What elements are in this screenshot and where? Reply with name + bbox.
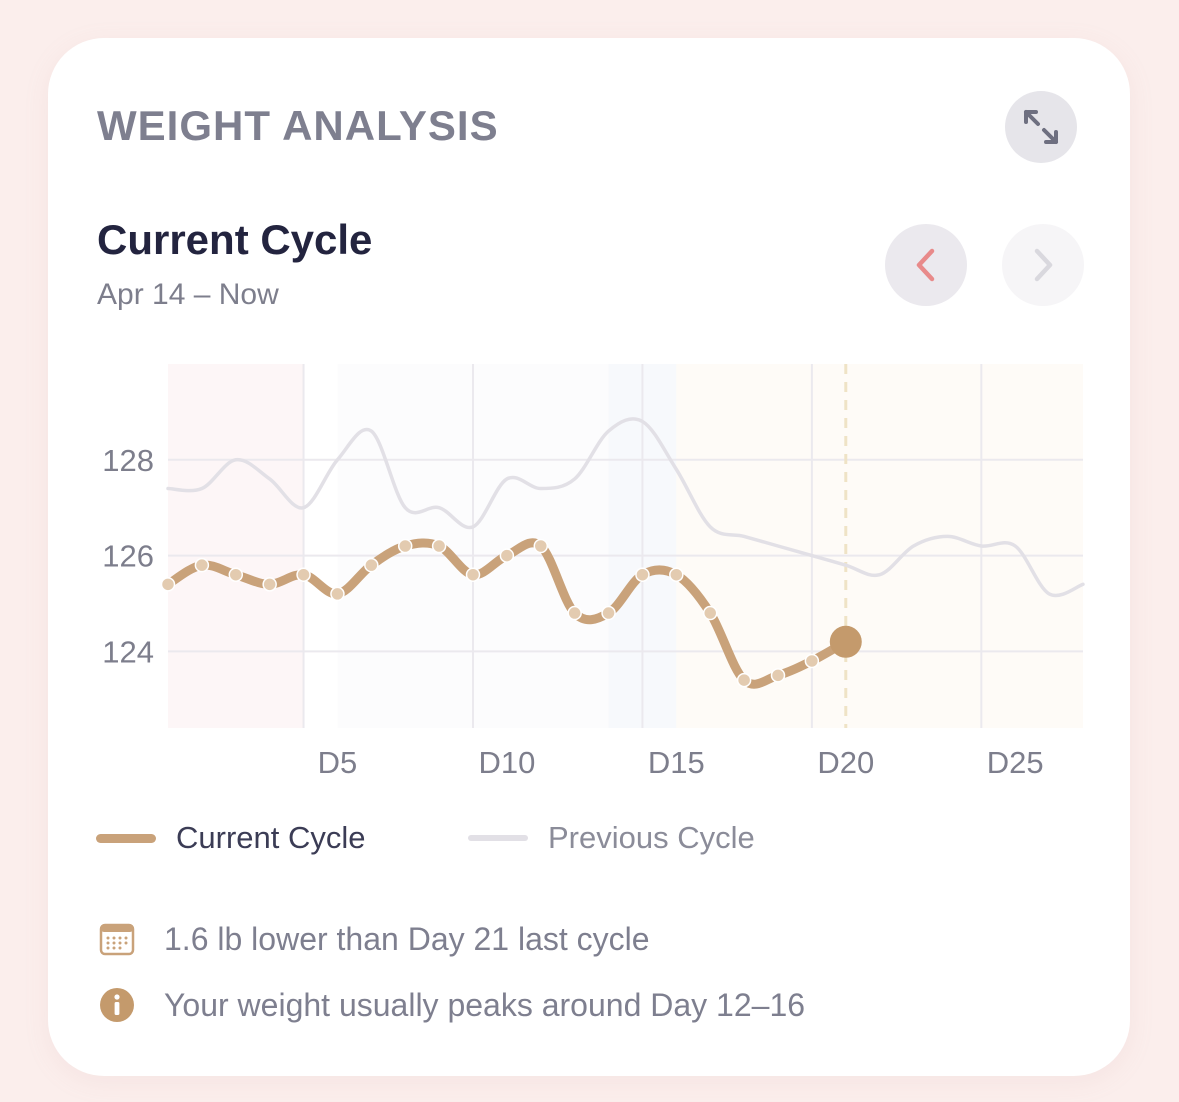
current-cycle-point	[431, 538, 447, 554]
current-cycle-point	[567, 605, 582, 621]
current-cycle-point	[770, 668, 786, 683]
expand-button[interactable]	[1005, 91, 1077, 163]
cycle-title: Current Cycle	[97, 216, 373, 263]
expand-arrows-icon	[1024, 110, 1058, 144]
current-cycle-point	[533, 538, 549, 554]
x-tick-label: D15	[648, 745, 705, 780]
current-cycle-point	[804, 653, 820, 669]
insight-peak-text: Your weight usually peaks around Day 12–…	[164, 986, 806, 1023]
current-cycle-point	[262, 577, 277, 592]
insight-comparison: 1.6 lb lower than Day 21 last cycle	[98, 920, 650, 958]
info-icon	[98, 986, 136, 1024]
current-cycle-point	[499, 548, 515, 563]
calendar-icon	[98, 920, 136, 958]
insight-comparison-text: 1.6 lb lower than Day 21 last cycle	[164, 920, 650, 957]
current-day-marker	[829, 625, 862, 658]
next-cycle-button[interactable]	[1002, 224, 1084, 306]
weight-line-chart: D5 D10 D15 D20 D25 124 126 128	[102, 364, 1085, 780]
y-tick-label: 128	[102, 443, 154, 478]
section-title: WEIGHT ANALYSIS	[97, 102, 499, 149]
current-cycle-point	[669, 567, 684, 582]
current-cycle-point	[635, 567, 650, 582]
chevron-left-icon	[916, 248, 935, 282]
y-tick-label: 126	[102, 539, 154, 574]
x-tick-label: D10	[478, 745, 535, 780]
y-tick-label: 124	[102, 634, 154, 669]
current-cycle-point	[465, 567, 481, 582]
previous-cycle-line	[166, 417, 1085, 598]
legend-current-label: Current Cycle	[176, 820, 366, 855]
insight-peak: Your weight usually peaks around Day 12–…	[98, 986, 805, 1024]
current-cycle-point	[160, 577, 176, 592]
legend-current-swatch	[96, 833, 156, 843]
weight-analysis-card: WEIGHT ANALYSIS Current Cycle Apr 14 – N…	[48, 38, 1130, 1076]
current-cycle-point	[601, 605, 616, 621]
phase-band-1	[168, 364, 304, 728]
legend-previous-label: Previous Cycle	[548, 820, 755, 855]
legend-current-cycle: Current Cycle	[96, 820, 366, 856]
previous-cycle-button[interactable]	[885, 224, 967, 306]
current-cycle-point	[330, 586, 345, 602]
cycle-date-range: Apr 14 – Now	[97, 278, 279, 311]
current-cycle-point	[194, 557, 210, 573]
current-cycle-point	[702, 605, 718, 621]
x-tick-label: D5	[318, 745, 358, 780]
chevron-right-icon	[1034, 248, 1053, 282]
current-cycle-point	[228, 567, 244, 582]
current-cycle-point	[296, 567, 311, 582]
x-tick-label: D20	[817, 745, 874, 780]
current-cycle-point	[397, 538, 413, 554]
current-cycle-point	[364, 557, 379, 573]
current-cycle-point	[736, 672, 752, 688]
legend-previous-cycle: Previous Cycle	[468, 820, 755, 856]
x-tick-label: D25	[987, 745, 1044, 780]
legend-previous-swatch	[468, 835, 528, 841]
